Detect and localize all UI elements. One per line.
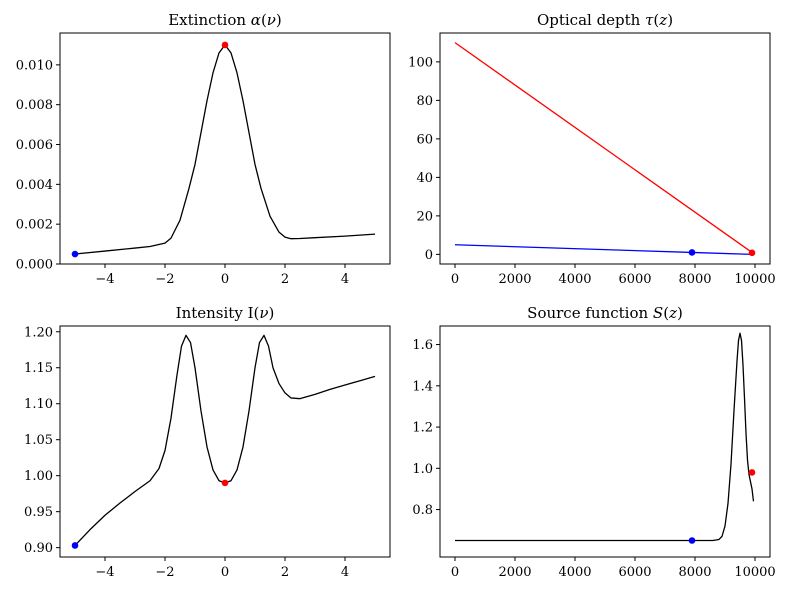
y-tick-label: 0.8	[412, 503, 433, 518]
x-tick-label: −4	[95, 272, 114, 287]
x-tick-label: 2000	[498, 565, 531, 580]
data-point-marker	[71, 250, 79, 258]
chart-title: Source function S(z)	[527, 304, 683, 322]
x-tick-label: 10000	[734, 272, 775, 287]
axes-frame	[59, 325, 391, 558]
y-tick-label: 0.90	[24, 541, 53, 556]
chart-title-part: S	[653, 304, 663, 322]
chart-title-part: )	[677, 304, 683, 322]
y-tick-label: 1.2	[412, 421, 433, 436]
x-tick-label: 0	[221, 272, 229, 287]
chart-title-part: z	[658, 11, 667, 29]
data-point-marker	[221, 479, 229, 487]
x-tick-label: 4	[341, 565, 349, 580]
x-tick-label: 2	[281, 272, 289, 287]
y-tick-label: 0	[425, 248, 433, 263]
y-tick-label: 1.15	[24, 361, 53, 376]
chart-title-part: (	[663, 304, 669, 322]
chart-title: Extinction α(ν)	[168, 11, 282, 29]
chart-title-part: Source function	[527, 304, 653, 322]
chart-title-part: ν	[267, 11, 276, 29]
x-tick-label: 2	[281, 565, 289, 580]
source-function-panel: Source function S(z) 0 2000 4000 6000 8000 100…	[412, 304, 775, 580]
y-tick-label: 0.006	[16, 138, 53, 153]
data-point-marker	[748, 469, 756, 476]
x-tick-label: −2	[155, 272, 174, 287]
series-line	[454, 42, 753, 253]
data-point-marker	[688, 249, 696, 256]
x-tick-label: −4	[95, 565, 114, 580]
y-tick-label: 1.0	[412, 462, 433, 477]
y-tick-label: 20	[416, 209, 433, 224]
data-point-marker	[221, 41, 229, 49]
chart-title-part: z	[668, 304, 677, 322]
x-tick-label: 4000	[558, 565, 591, 580]
axes-frame	[439, 325, 771, 558]
series-line	[455, 332, 755, 542]
y-tick-label: 100	[408, 55, 433, 70]
y-tick-label: 0.002	[16, 218, 53, 233]
chart-title-part: )	[268, 304, 274, 322]
chart-title-part: α	[251, 11, 261, 29]
data-point-marker	[748, 249, 756, 257]
y-tick-label: 0.008	[16, 98, 53, 113]
y-tick-label: 1.20	[24, 325, 53, 340]
series-line	[74, 44, 376, 255]
series-line	[454, 244, 753, 256]
chart-title-part: Optical depth	[537, 11, 645, 29]
y-tick-label: 1.00	[24, 469, 53, 484]
axes-frame	[439, 32, 771, 265]
y-tick-label: 1.05	[24, 433, 53, 448]
chart-title-part: )	[276, 11, 282, 29]
chart-title-part: Intensity I(	[176, 304, 260, 322]
x-tick-label: 0	[221, 565, 229, 580]
extinction-panel: Extinction α(ν) −4 −2 0 2 4 0.000 0.002 0.004 0.0…	[16, 11, 391, 287]
chart-title-part: (	[653, 11, 659, 29]
data-point-marker	[688, 537, 696, 544]
x-tick-label: 6000	[618, 272, 651, 287]
data-point-marker	[71, 542, 79, 549]
intensity-panel: Intensity I(ν) −4 −2 0 2 4 0.90 0.95 1.00 1.05 1.1…	[24, 304, 391, 580]
y-tick-label: 40	[416, 171, 433, 186]
y-tick-label: 0.000	[16, 258, 53, 273]
y-tick-label: 0.010	[16, 58, 53, 73]
x-tick-label: 10000	[734, 565, 775, 580]
y-tick-label: 80	[416, 94, 433, 109]
chart-title-part: )	[667, 11, 673, 29]
x-tick-label: −2	[155, 565, 174, 580]
chart-title: Intensity I(ν)	[176, 304, 275, 322]
x-tick-label: 8000	[678, 565, 711, 580]
y-tick-label: 60	[416, 132, 433, 147]
chart-title: Optical depth τ(z)	[537, 11, 673, 29]
optical-depth-panel: Optical depth τ(z) 0 2000 4000 6000 8000 10000…	[408, 11, 776, 287]
x-tick-label: 0	[451, 565, 459, 580]
y-tick-label: 0.95	[24, 505, 53, 520]
y-tick-label: 1.4	[412, 379, 433, 394]
x-tick-label: 2000	[498, 272, 531, 287]
chart-title-part: τ	[645, 11, 654, 29]
x-tick-label: 6000	[618, 565, 651, 580]
axes-frame	[59, 32, 391, 265]
y-tick-label: 0.004	[16, 178, 53, 193]
chart-title-part: (	[261, 11, 267, 29]
x-tick-label: 0	[451, 272, 459, 287]
chart-title-part: ν	[259, 304, 268, 322]
y-tick-label: 1.6	[412, 338, 433, 353]
x-tick-label: 8000	[678, 272, 711, 287]
chart-title-part: Extinction	[168, 11, 251, 29]
y-tick-label: 1.10	[24, 397, 53, 412]
x-tick-label: 4000	[558, 272, 591, 287]
series-line	[74, 334, 376, 546]
x-tick-label: 4	[341, 272, 349, 287]
